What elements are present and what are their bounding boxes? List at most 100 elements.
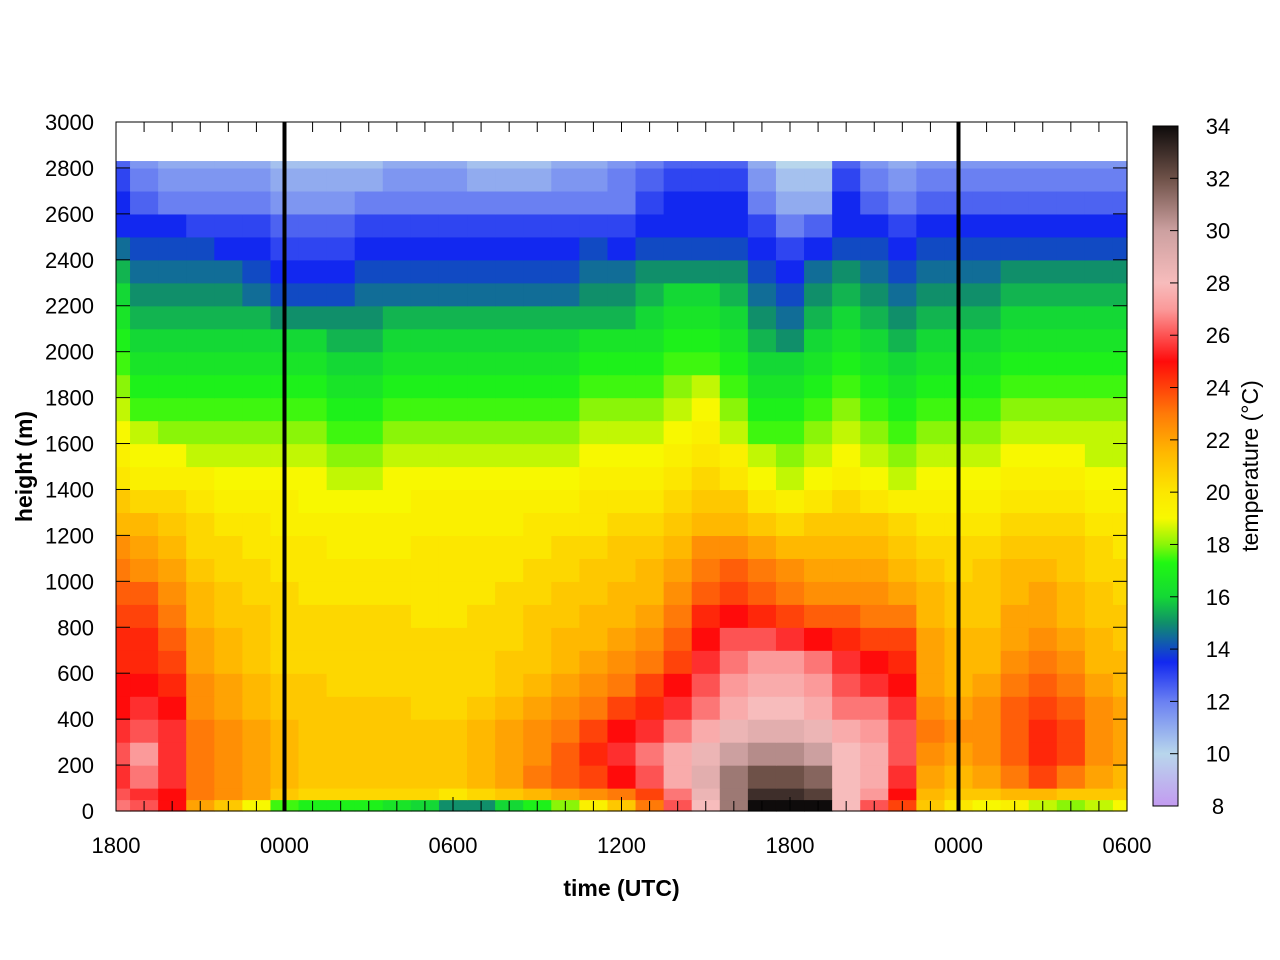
heatmap-cell	[467, 765, 496, 789]
heatmap-cell	[691, 765, 721, 789]
heatmap-cell	[495, 374, 524, 399]
heatmap-cell	[607, 788, 637, 801]
heatmap-cell	[410, 443, 440, 468]
heatmap-cell	[298, 489, 328, 514]
y-tick-label: 400	[57, 707, 94, 732]
heatmap-cell	[1000, 581, 1030, 605]
heatmap-cell	[298, 627, 328, 651]
heatmap-cell	[888, 282, 917, 307]
heatmap-cell	[1084, 236, 1114, 261]
heatmap-cell	[495, 351, 524, 376]
heatmap-cell	[1084, 581, 1114, 605]
heatmap-cell	[888, 650, 917, 674]
heatmap-cell	[551, 650, 580, 674]
heatmap-cell	[438, 765, 468, 789]
heatmap-cell	[130, 696, 159, 720]
heatmap-cell	[214, 443, 243, 468]
heatmap-cell	[804, 742, 833, 766]
heatmap-cell	[523, 512, 552, 536]
heatmap-cell	[186, 374, 215, 399]
heatmap-cell	[551, 788, 580, 801]
heatmap-cell	[1000, 328, 1030, 353]
heatmap-cell	[298, 742, 328, 766]
heatmap-cell	[523, 420, 552, 445]
heatmap-cell	[1028, 443, 1058, 468]
heatmap-cell	[186, 328, 215, 353]
heatmap-cell	[130, 397, 159, 422]
heatmap-cell	[1084, 213, 1114, 238]
heatmap-cell	[438, 466, 468, 491]
heatmap-cell	[579, 236, 609, 261]
y-tick-label: 200	[57, 753, 94, 778]
heatmap-cell	[832, 190, 861, 215]
heatmap-cell	[158, 167, 187, 192]
heatmap-cell	[607, 328, 637, 353]
heatmap-cell	[551, 489, 580, 514]
heatmap-cell	[691, 374, 721, 399]
heatmap-cell	[663, 604, 693, 628]
heatmap-cell	[523, 558, 552, 582]
heatmap-cell	[214, 282, 243, 307]
heatmap-cell	[635, 282, 665, 307]
heatmap-cell	[551, 581, 580, 605]
heatmap-cell	[972, 512, 1002, 536]
heatmap-cell	[1084, 765, 1114, 789]
heatmap-cell	[804, 374, 833, 399]
heatmap-cell	[663, 374, 693, 399]
heatmap-cell	[1112, 282, 1128, 307]
heatmap-cell	[832, 167, 861, 192]
heatmap-cell	[747, 581, 777, 605]
heatmap-cell	[1028, 742, 1058, 766]
heatmap-cell	[775, 512, 805, 536]
heatmap-cell	[1000, 604, 1030, 628]
heatmap-cell	[326, 489, 356, 514]
heatmap-cell	[242, 190, 272, 215]
heatmap-cell	[747, 558, 777, 582]
y-tick-label: 800	[57, 615, 94, 640]
heatmap-cell	[719, 650, 749, 674]
heatmap-cell	[663, 282, 693, 307]
heatmap-cell	[354, 466, 384, 491]
heatmap-cell	[1056, 374, 1086, 399]
heatmap-cell	[607, 420, 637, 445]
heatmap-cell	[888, 696, 917, 720]
heatmap-cell	[747, 259, 777, 284]
heatmap-cell	[747, 604, 777, 628]
heatmap-cell	[1112, 374, 1128, 399]
heatmap-cell	[1112, 673, 1128, 697]
heatmap-cell	[1084, 282, 1114, 307]
heatmap-cell	[495, 696, 524, 720]
heatmap-cell	[1000, 259, 1030, 284]
heatmap-cell	[130, 765, 159, 789]
heatmap-cell	[607, 167, 637, 192]
heatmap-cell	[298, 443, 328, 468]
heatmap-cell	[467, 420, 496, 445]
heatmap-cell	[551, 673, 580, 697]
heatmap-cell	[467, 558, 496, 582]
heatmap-cell	[916, 351, 946, 376]
heatmap-cell	[832, 397, 861, 422]
heatmap-cell	[326, 282, 356, 307]
heatmap-cell	[1028, 650, 1058, 674]
heatmap-cell	[116, 719, 131, 743]
heatmap-cell	[832, 374, 861, 399]
heatmap-cell	[972, 161, 1002, 169]
heatmap-cell	[116, 328, 131, 353]
heatmap-cell	[1028, 305, 1058, 330]
y-tick-label: 2800	[45, 156, 94, 181]
y-axis: 0 200 400 600 800 1000 1200 1400 1600 1800 2000 220…	[45, 110, 1127, 824]
heatmap-cell	[116, 535, 131, 559]
heatmap-cell	[1084, 489, 1114, 514]
heatmap-cell	[888, 627, 917, 651]
heatmap-cell	[523, 236, 552, 261]
heatmap-cell	[916, 765, 946, 789]
heatmap-cell	[298, 696, 328, 720]
heatmap-cell	[775, 305, 805, 330]
heatmap-cell	[298, 282, 328, 307]
heatmap-cell	[747, 627, 777, 651]
heatmap-cell	[467, 627, 496, 651]
heatmap-cell	[663, 535, 693, 559]
heatmap-cell	[467, 282, 496, 307]
heatmap-cell	[691, 535, 721, 559]
heatmap-cell	[804, 351, 833, 376]
